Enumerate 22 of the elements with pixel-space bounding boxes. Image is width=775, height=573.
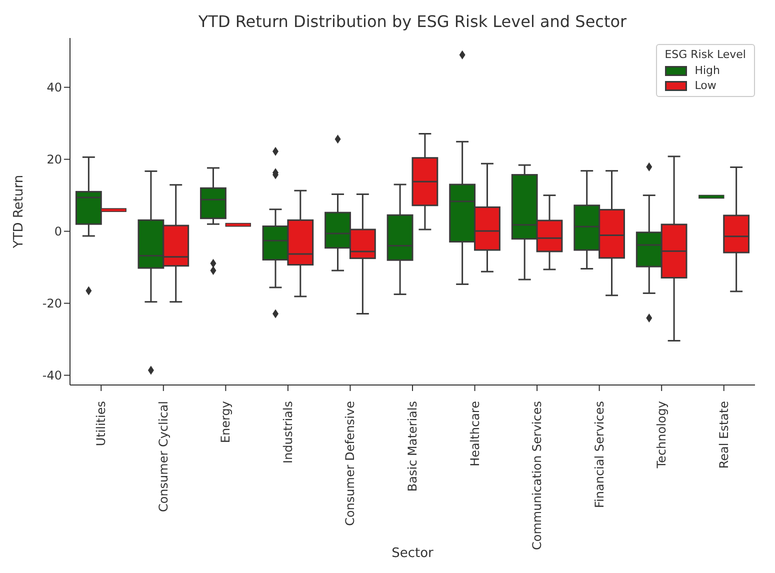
- x-tick-label: Consumer Defensive: [343, 401, 358, 526]
- y-tick-label: 40: [46, 80, 62, 95]
- x-tick-label: Financial Services: [592, 401, 606, 508]
- legend-label: High: [694, 64, 720, 77]
- x-tick-label: Basic Materials: [406, 401, 420, 492]
- legend-label: Low: [694, 79, 716, 92]
- x-tick-label: Utilities: [94, 401, 108, 446]
- y-tick-label: -20: [42, 296, 62, 311]
- y-tick-label: 0: [54, 224, 62, 239]
- x-tick-label: Consumer Cyclical: [156, 401, 170, 512]
- x-tick-label: Industrials: [280, 401, 295, 464]
- x-tick-label: Technology: [654, 401, 669, 470]
- y-tick-label: 20: [46, 152, 62, 167]
- x-tick-label: Real Estate: [716, 401, 731, 469]
- x-tick-label: Healthcare: [468, 401, 482, 466]
- x-axis-title: Sector: [392, 546, 434, 561]
- x-tick-label: Energy: [218, 401, 233, 444]
- y-axis-title: YTD Return: [12, 174, 27, 250]
- x-tick-label: Communication Services: [530, 401, 544, 550]
- legend-title: ESG Risk Level: [664, 48, 746, 61]
- chart-title: YTD Return Distribution by ESG Risk Level and Sector: [197, 12, 628, 31]
- y-tick-label: -40: [42, 368, 62, 383]
